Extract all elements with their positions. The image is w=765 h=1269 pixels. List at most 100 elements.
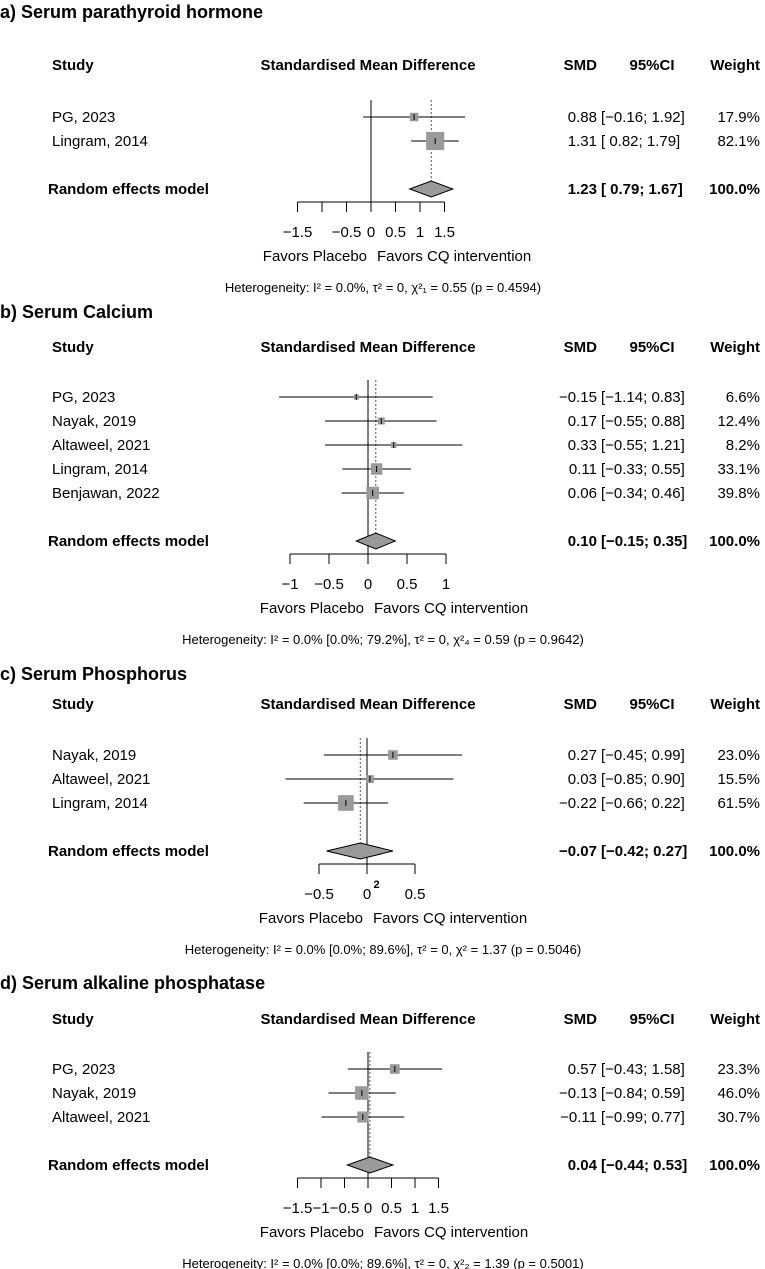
x-tick-label: 1 [411,1200,419,1217]
x-tick-label: −0.5 [330,1200,360,1217]
favors-left-label: Favors Placebo [260,600,364,617]
smd-value: −0.13 [559,1085,597,1102]
pooled-label: Random effects model [48,843,209,860]
header-ci: 95%CI [629,1011,674,1028]
x-tick-label: −1.5 [283,1200,313,1217]
heterogeneity-stats: Heterogeneity: I² = 0.0% [0.0%; 89.6%], … [185,942,581,957]
study-name: PG, 2023 [52,109,115,126]
pooled-diamond [408,180,455,198]
heterogeneity-stats: Heterogeneity: I² = 0.0% [0.0%; 89.6%], … [182,1256,583,1269]
x-tick-label: 1.5 [428,1200,449,1217]
panel-title: c) Serum Phosphorus [0,664,187,684]
weight-value: 23.3% [717,1061,760,1078]
smd-value: 0.33 [568,437,597,454]
smd-value: 0.27 [568,747,597,764]
x-tick-label: 0.5 [381,1200,402,1217]
smd-value: 0.17 [568,413,597,430]
header-plot: Standardised Mean Difference [260,57,475,74]
header-plot: Standardised Mean Difference [260,339,475,356]
pooled-weight: 100.0% [709,181,760,198]
header-ci: 95%CI [629,696,674,713]
study-name: Nayak, 2019 [52,747,136,764]
study-name: Nayak, 2019 [52,1085,136,1102]
stray-superscript: 2 [374,879,380,891]
study-name: Altaweel, 2021 [52,437,150,454]
x-tick-label: −0.5 [314,576,344,593]
ci-value: [−0.43; 1.58] [601,1061,685,1078]
favors-left-label: Favors Placebo [260,1224,364,1241]
pooled-smd: −0.07 [559,843,597,860]
favors-right-label: Favors CQ intervention [374,600,528,617]
x-tick-label: 0.5 [385,224,406,241]
weight-value: 23.0% [717,747,760,764]
study-name: Altaweel, 2021 [52,1109,150,1126]
ci-value: [−0.34; 0.46] [601,485,685,502]
pooled-ci: [−0.15; 0.35] [601,533,687,550]
study-name: PG, 2023 [52,389,115,406]
smd-value: 0.06 [568,485,597,502]
study-name: PG, 2023 [52,1061,115,1078]
header-ci: 95%CI [629,57,674,74]
panel-title: a) Serum parathyroid hormone [0,2,263,22]
ci-value: [−0.33; 0.55] [601,461,685,478]
x-tick-label: −0.5 [332,224,362,241]
x-tick-label: 0 [367,224,375,241]
study-name: Lingram, 2014 [52,795,148,812]
pooled-label: Random effects model [48,181,209,198]
weight-value: 61.5% [717,795,760,812]
panel-title: d) Serum alkaline phosphatase [0,973,265,993]
favors-left-label: Favors Placebo [259,910,363,927]
header-plot: Standardised Mean Difference [260,1011,475,1028]
heterogeneity-stats: Heterogeneity: I² = 0.0%, τ² = 0, χ²₁ = … [225,280,541,295]
pooled-smd: 1.23 [568,181,597,198]
header-smd: SMD [564,696,598,713]
weight-value: 30.7% [717,1109,760,1126]
study-name: Lingram, 2014 [52,133,148,150]
x-tick-label: 0 [364,1200,372,1217]
x-tick-label: 1 [442,576,450,593]
weight-value: 17.9% [717,109,760,126]
header-smd: SMD [564,1011,598,1028]
pooled-weight: 100.0% [709,1157,760,1174]
pooled-ci: [−0.44; 0.53] [601,1157,687,1174]
header-weight: Weight [710,696,760,713]
header-ci: 95%CI [629,339,674,356]
header-smd: SMD [564,339,598,356]
smd-value: −0.22 [559,795,597,812]
ci-value: [−0.66; 0.22] [601,795,685,812]
pooled-weight: 100.0% [709,533,760,550]
smd-value: 0.57 [568,1061,597,1078]
pooled-label: Random effects model [48,533,209,550]
ci-value: [−0.55; 1.21] [601,437,685,454]
smd-value: 1.31 [568,133,597,150]
x-tick-label: 0 [363,886,371,903]
x-tick-label: 1.5 [434,224,455,241]
favors-right-label: Favors CQ intervention [374,1224,528,1241]
x-tick-label: −1 [312,1200,329,1217]
favors-left-label: Favors Placebo [263,248,367,265]
study-name: Lingram, 2014 [52,461,148,478]
ci-value: [−0.84; 0.59] [601,1085,685,1102]
ci-value: [−0.99; 0.77] [601,1109,685,1126]
pooled-label: Random effects model [48,1157,209,1174]
weight-value: 6.6% [726,389,760,406]
header-study: Study [52,57,94,74]
x-tick-label: −1 [281,576,298,593]
x-tick-label: 0.5 [397,576,418,593]
header-study: Study [52,339,94,356]
ci-value: [−0.55; 0.88] [601,413,685,430]
weight-value: 12.4% [717,413,760,430]
pooled-diamond [354,532,397,550]
pooled-smd: 0.10 [568,533,597,550]
ci-value: [−0.45; 0.99] [601,747,685,764]
x-tick-label: 0.5 [405,886,426,903]
header-plot: Standardised Mean Difference [260,696,475,713]
x-tick-label: 1 [416,224,424,241]
study-name: Benjawan, 2022 [52,485,160,502]
smd-value: −0.11 [560,1109,597,1126]
ci-value: [ 0.82; 1.79] [601,133,680,150]
header-study: Study [52,696,94,713]
pooled-diamond [345,1156,395,1174]
weight-value: 8.2% [726,437,760,454]
